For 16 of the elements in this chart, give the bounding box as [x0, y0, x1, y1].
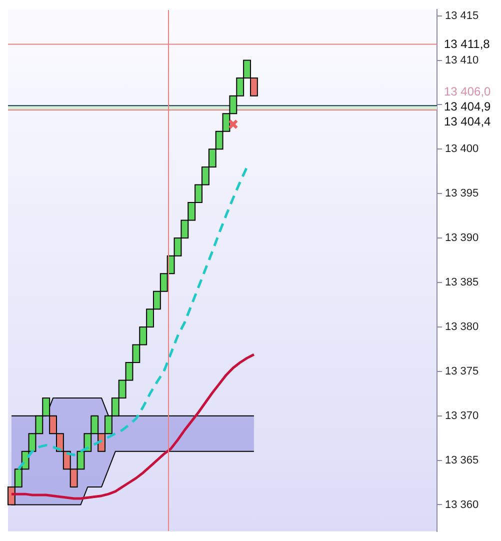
y-tick-label: 13 360 — [445, 498, 479, 511]
y-tick-label: 13 410 — [445, 54, 479, 66]
ref-line-label: 13 404,9 — [444, 99, 492, 114]
y-tick-label: 13 370 — [445, 410, 479, 422]
y-tick-label: 13 365 — [445, 454, 479, 466]
y-tick-label: 13 380 — [445, 320, 479, 333]
text: 13 406,0 — [444, 84, 492, 98]
line-series — [17, 166, 248, 470]
y-tick-label: 13 415 — [445, 10, 479, 22]
y-tick-label: 13 395 — [445, 188, 479, 200]
y-tick-label: 13 390 — [445, 232, 479, 244]
y-tick-label: 13 375 — [445, 365, 479, 378]
y-tick-label: 13 400 — [445, 143, 479, 156]
ref-line-label: 13 411,8 — [444, 37, 490, 52]
ref-line-label: 13 404,4 — [444, 114, 492, 128]
y-tick-label: 13 385 — [445, 276, 479, 289]
